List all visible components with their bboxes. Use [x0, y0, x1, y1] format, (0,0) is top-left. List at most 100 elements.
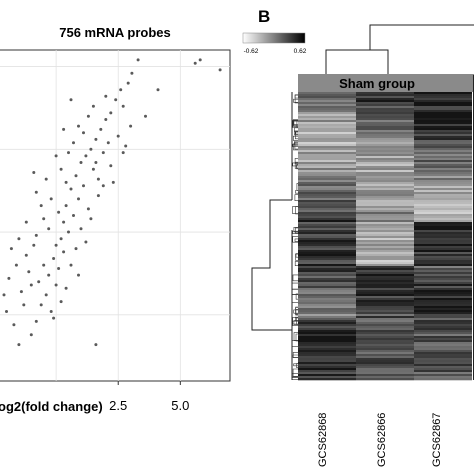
heatmap-cell — [414, 354, 472, 357]
row-dendrogram-branch — [295, 253, 298, 261]
scatter-point — [49, 310, 53, 313]
heatmap-cell — [356, 338, 414, 341]
row-dendrogram-branch — [293, 98, 298, 103]
heatmap-cell — [356, 320, 414, 323]
heatmap-cell — [356, 186, 414, 189]
heatmap-cell — [356, 198, 414, 201]
scatter-point — [193, 61, 197, 65]
heatmap-cell — [298, 328, 356, 331]
scatter-point — [116, 134, 120, 138]
heatmap-cell — [298, 340, 356, 343]
group-header-label: Sham group — [339, 76, 415, 91]
heatmap-cell — [414, 332, 472, 335]
heatmap-cell — [298, 364, 356, 367]
heatmap-cell — [414, 230, 472, 233]
heatmap-cell — [298, 358, 356, 361]
heatmap-cell — [356, 236, 414, 239]
heatmap-cell — [356, 244, 414, 247]
scatter-points — [2, 58, 222, 347]
heatmap-cell — [414, 286, 472, 289]
heatmap-cell — [414, 376, 472, 379]
heatmap-cell — [298, 288, 356, 291]
scatter-point — [74, 174, 78, 178]
sample-label-3: GCS62867 — [431, 413, 443, 467]
scatter-point — [82, 131, 85, 135]
scatter-point — [17, 237, 21, 241]
heatmap-cell — [414, 360, 472, 363]
heatmap-cell — [356, 180, 414, 183]
scatter-point — [64, 180, 68, 184]
heatmap-cell — [356, 126, 414, 129]
row-dendrogram-branch — [296, 164, 298, 170]
heatmap-cell — [298, 230, 356, 233]
heatmap-cell — [356, 170, 414, 173]
heatmap-cell — [414, 120, 472, 123]
heatmap-cell — [414, 298, 472, 301]
heatmap-cell — [298, 252, 356, 255]
row-dendrogram-branch — [292, 320, 298, 325]
heatmap-cell — [356, 350, 414, 353]
heatmap-cell — [298, 144, 356, 147]
heatmap-cell — [356, 342, 414, 345]
heatmap-cell — [414, 166, 472, 169]
heatmap-cell — [414, 218, 472, 221]
heatmap-cell — [298, 250, 356, 253]
heatmap-cell — [414, 150, 472, 153]
scatter-point — [64, 204, 68, 208]
heatmap-cell — [414, 114, 472, 117]
heatmap-cell — [414, 142, 472, 145]
heatmap-cell — [356, 138, 414, 141]
heatmap-cell — [298, 172, 356, 175]
scatter-point — [12, 323, 16, 327]
scatter-point — [99, 127, 103, 131]
heatmap-cell — [298, 112, 356, 115]
scatter-point — [47, 227, 51, 231]
heatmap-cell — [414, 162, 472, 165]
scatter-point — [59, 237, 63, 241]
heatmap-cell — [298, 246, 356, 249]
heatmap-cell — [356, 148, 414, 151]
heatmap-cell — [298, 202, 356, 205]
heatmap-cell — [414, 240, 472, 243]
scatter-point — [69, 187, 73, 191]
heatmap-cell — [414, 188, 472, 191]
heatmap-cell — [298, 222, 356, 225]
heatmap-cell — [356, 328, 414, 331]
heatmap-cell — [414, 216, 472, 219]
heatmap-cell — [414, 152, 472, 155]
heatmap-cell — [356, 144, 414, 147]
heatmap-cell — [414, 338, 472, 341]
row-dendrogram-branch — [291, 294, 298, 303]
heatmap-cell — [298, 238, 356, 241]
scatter-point — [109, 111, 113, 115]
heatmap-cell — [298, 194, 356, 197]
heatmap-cell — [298, 330, 356, 333]
heatmap-cell — [298, 114, 356, 117]
scatter-point — [62, 250, 66, 254]
heatmap-cell — [414, 182, 472, 185]
heatmap-cell — [414, 158, 472, 161]
heatmap-cell — [298, 218, 356, 221]
heatmap-cell — [298, 196, 356, 199]
scatter-point — [89, 147, 93, 151]
color-scale-bar — [242, 32, 306, 44]
heatmap-cell — [356, 114, 414, 117]
heatmap-cell — [298, 148, 356, 151]
scatter-point — [27, 270, 31, 274]
heatmap-cell — [356, 174, 414, 177]
row-dendrogram-branch — [295, 316, 298, 322]
heatmap-cell — [298, 204, 356, 207]
heatmap-cell — [298, 94, 356, 97]
heatmap-cell — [356, 304, 414, 307]
row-dendrogram-branch — [292, 354, 298, 358]
heatmap-cell — [356, 332, 414, 335]
heatmap-cell — [414, 274, 472, 277]
heatmap-cell — [298, 272, 356, 275]
heatmap-cell — [414, 210, 472, 213]
heatmap-cell — [298, 354, 356, 357]
heatmap-cell — [298, 120, 356, 123]
heatmap-cell — [356, 188, 414, 191]
heatmap-cell — [356, 334, 414, 337]
heatmap-cell — [414, 124, 472, 127]
row-dendrogram-branch — [295, 253, 298, 258]
